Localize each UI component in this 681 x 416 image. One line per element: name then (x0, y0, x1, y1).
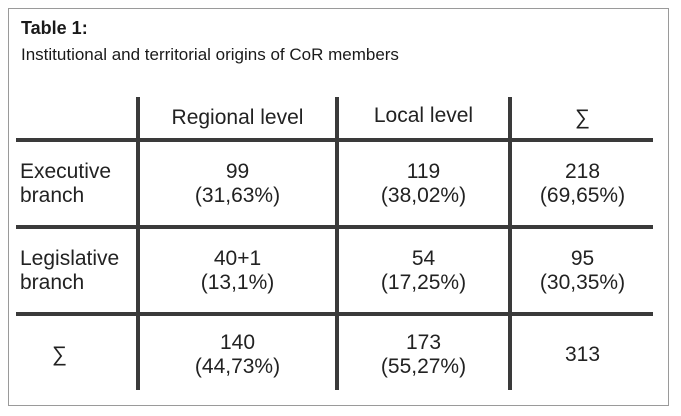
table-cell: 95 (30,35%) (539, 246, 626, 294)
table-cell: 40+1 (13,1%) (200, 246, 275, 294)
table-cell: 54 (17,25%) (380, 246, 467, 294)
column-divider (136, 97, 140, 390)
table-cell: 140 (44,73%) (194, 331, 281, 378)
table-caption-title: Table 1: (21, 18, 88, 38)
table-cell: 119 (38,02%) (380, 159, 467, 207)
table-frame (8, 8, 669, 406)
row-label-legislative: Legislative branch (20, 246, 120, 294)
column-header-regional: Regional level (171, 105, 304, 129)
row-label-sum: ∑ (52, 343, 67, 366)
table-caption-subtitle: Institutional and territorial origins of… (21, 45, 399, 64)
column-divider (335, 97, 339, 390)
column-header-sum: ∑ (575, 105, 590, 129)
table-cell: 173 (55,27%) (380, 331, 467, 378)
header-divider (16, 138, 653, 142)
row-label-executive: Executive branch (20, 159, 112, 207)
column-divider (508, 97, 512, 390)
row-divider (16, 225, 653, 229)
table-cell: 99 (31,63%) (194, 159, 281, 207)
column-header-local: Local level (373, 103, 474, 127)
table-cell: 218 (69,65%) (539, 159, 626, 207)
row-divider (16, 312, 653, 316)
table-cell: 313 (564, 343, 601, 366)
